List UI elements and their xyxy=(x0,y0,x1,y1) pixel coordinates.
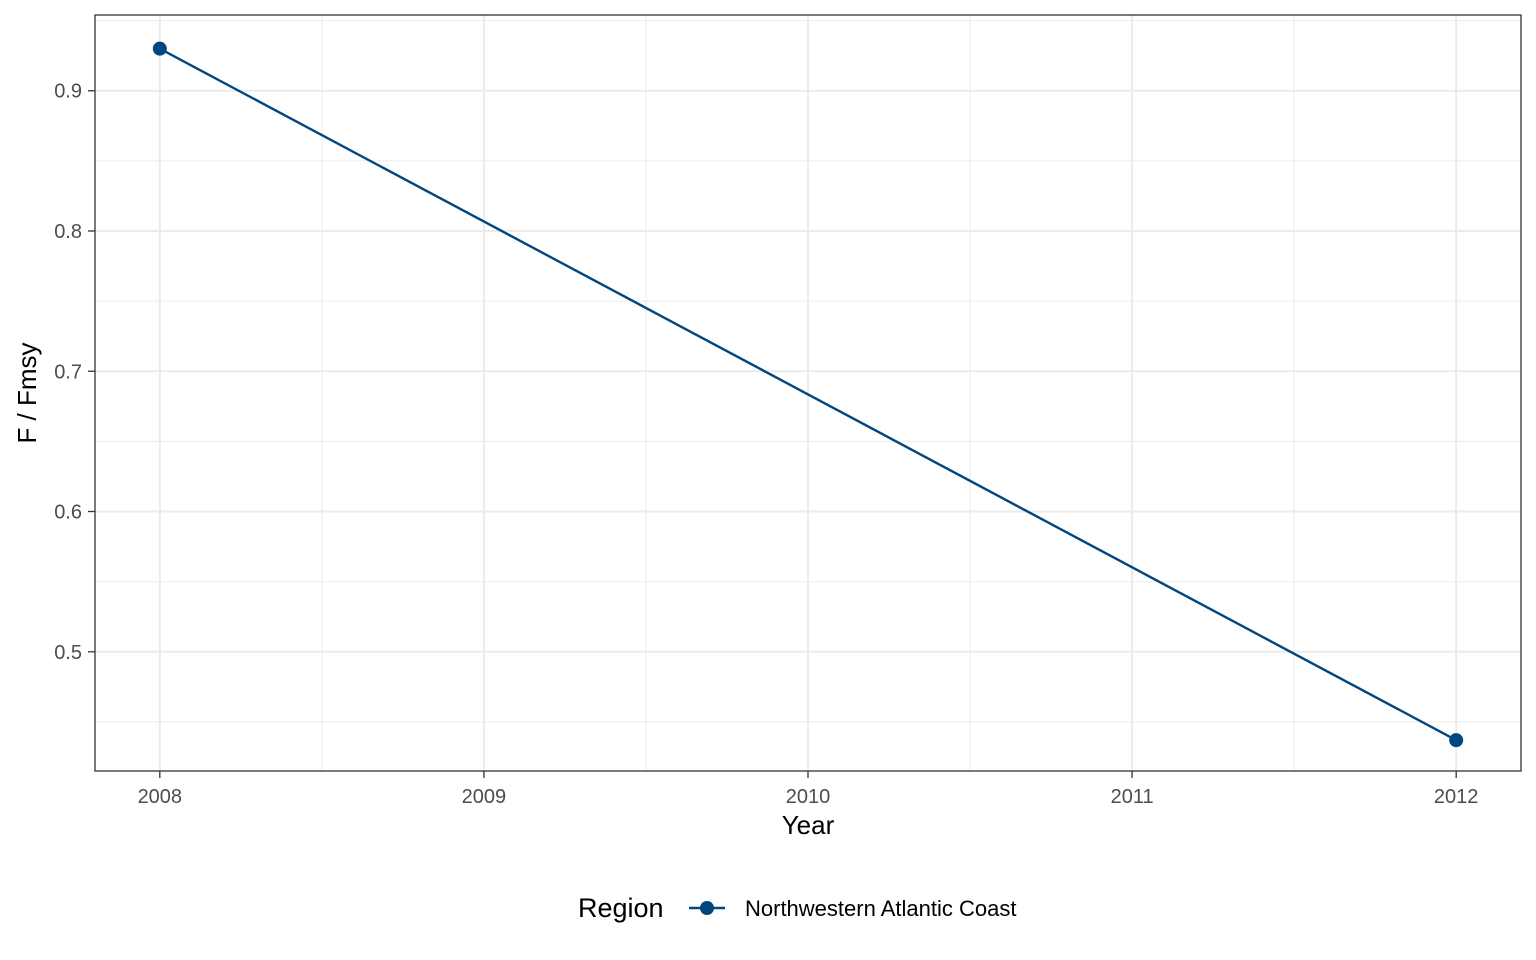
x-tick-label: 2009 xyxy=(462,786,507,808)
x-tick-label: 2011 xyxy=(1111,786,1154,808)
legend-key-point xyxy=(700,901,714,915)
legend-entry-label: Northwestern Atlantic Coast xyxy=(745,896,1016,921)
x-tick-label: 2008 xyxy=(138,786,183,808)
y-tick-label: 0.6 xyxy=(54,502,82,524)
data-point xyxy=(1449,733,1464,748)
y-axis-title: F / Fmsy xyxy=(12,342,42,443)
series-line xyxy=(159,47,1457,742)
x-tick-label: 2012 xyxy=(1434,786,1479,808)
y-tick-label: 0.8 xyxy=(54,221,82,243)
y-tick-label: 0.5 xyxy=(54,642,82,664)
data-point xyxy=(152,41,167,56)
legend: Region Northwestern Atlantic Coast xyxy=(578,893,1016,923)
legend-title: Region xyxy=(578,893,664,923)
x-ticks: 2008 2009 2010 2011 2012 xyxy=(138,771,1479,808)
x-tick-label: 2010 xyxy=(786,786,831,808)
series-layer xyxy=(152,41,1464,748)
x-axis-title: Year xyxy=(782,810,835,840)
grid-major xyxy=(95,15,1521,771)
y-ticks: 0.5 0.6 0.7 0.8 0.9 xyxy=(54,81,95,664)
panel-border xyxy=(94,14,1522,772)
y-tick-label: 0.7 xyxy=(54,361,82,383)
y-tick-label: 0.9 xyxy=(54,81,82,103)
